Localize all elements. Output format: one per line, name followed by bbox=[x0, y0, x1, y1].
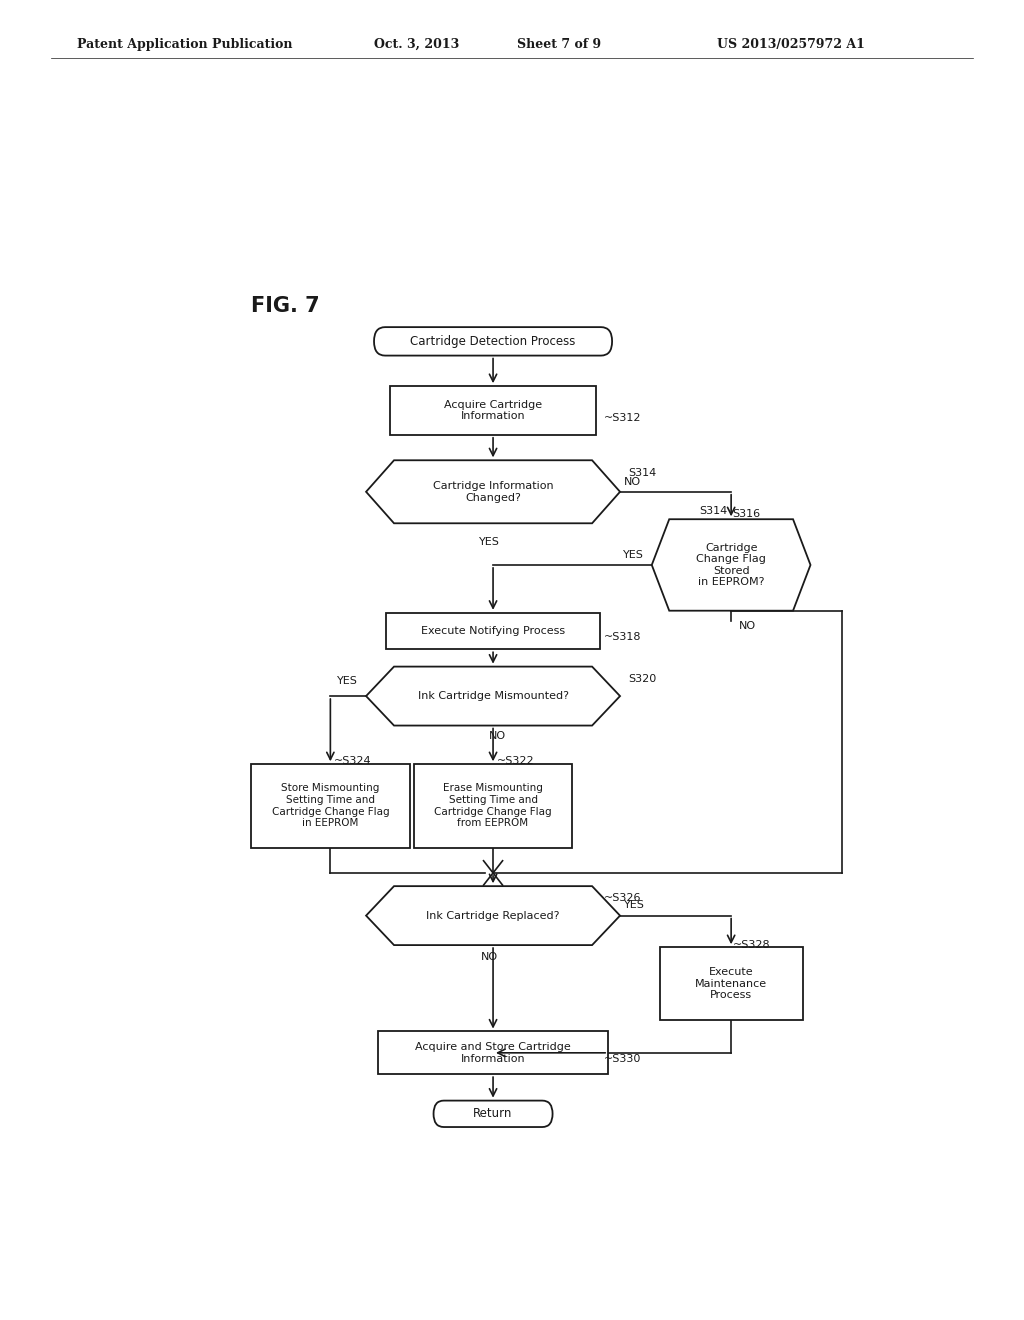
FancyBboxPatch shape bbox=[390, 385, 596, 434]
Text: NO: NO bbox=[739, 620, 756, 631]
Text: S316: S316 bbox=[733, 510, 761, 519]
Text: NO: NO bbox=[488, 731, 506, 741]
Text: YES: YES bbox=[478, 537, 500, 546]
Text: YES: YES bbox=[624, 900, 645, 911]
Text: Acquire Cartridge
Information: Acquire Cartridge Information bbox=[444, 400, 542, 421]
Text: ~S330: ~S330 bbox=[604, 1053, 641, 1064]
FancyBboxPatch shape bbox=[433, 1101, 553, 1127]
Text: Cartridge
Change Flag
Stored
in EEPROM?: Cartridge Change Flag Stored in EEPROM? bbox=[696, 543, 766, 587]
FancyBboxPatch shape bbox=[374, 327, 612, 355]
Text: NO: NO bbox=[480, 952, 498, 962]
Text: FIG. 7: FIG. 7 bbox=[251, 296, 319, 315]
Text: Cartridge Detection Process: Cartridge Detection Process bbox=[411, 335, 575, 348]
Polygon shape bbox=[367, 667, 620, 726]
Text: Acquire and Store Cartridge
Information: Acquire and Store Cartridge Information bbox=[415, 1041, 571, 1064]
Text: Store Mismounting
Setting Time and
Cartridge Change Flag
in EEPROM: Store Mismounting Setting Time and Cartr… bbox=[271, 784, 389, 828]
Text: ~S328: ~S328 bbox=[733, 940, 770, 950]
Text: Ink Cartridge Mismounted?: Ink Cartridge Mismounted? bbox=[418, 692, 568, 701]
Text: Return: Return bbox=[473, 1107, 513, 1121]
Text: ~S324: ~S324 bbox=[334, 756, 372, 766]
Text: Cartridge Information
Changed?: Cartridge Information Changed? bbox=[433, 480, 553, 503]
FancyBboxPatch shape bbox=[386, 612, 600, 649]
Text: S320: S320 bbox=[628, 673, 656, 684]
Text: US 2013/0257972 A1: US 2013/0257972 A1 bbox=[717, 37, 864, 50]
FancyBboxPatch shape bbox=[414, 764, 572, 847]
Text: YES: YES bbox=[623, 550, 644, 560]
Text: Execute
Maintenance
Process: Execute Maintenance Process bbox=[695, 968, 767, 1001]
FancyBboxPatch shape bbox=[659, 948, 803, 1020]
Text: YES: YES bbox=[337, 676, 358, 686]
Text: ~S326: ~S326 bbox=[604, 894, 642, 903]
Text: Erase Mismounting
Setting Time and
Cartridge Change Flag
from EEPROM: Erase Mismounting Setting Time and Cartr… bbox=[434, 784, 552, 828]
Text: Oct. 3, 2013: Oct. 3, 2013 bbox=[374, 37, 459, 50]
Text: Sheet 7 of 9: Sheet 7 of 9 bbox=[517, 37, 601, 50]
Text: NO: NO bbox=[624, 477, 641, 487]
Polygon shape bbox=[367, 461, 620, 523]
Text: S314: S314 bbox=[699, 506, 727, 516]
Text: ~S322: ~S322 bbox=[497, 756, 535, 766]
FancyBboxPatch shape bbox=[251, 764, 410, 847]
Text: Ink Cartridge Replaced?: Ink Cartridge Replaced? bbox=[426, 911, 560, 920]
Text: Patent Application Publication: Patent Application Publication bbox=[77, 37, 292, 50]
Text: S314: S314 bbox=[628, 469, 656, 478]
Polygon shape bbox=[652, 519, 811, 611]
Text: ~S318: ~S318 bbox=[604, 632, 642, 642]
Polygon shape bbox=[367, 886, 620, 945]
FancyBboxPatch shape bbox=[378, 1031, 608, 1074]
Text: Execute Notifying Process: Execute Notifying Process bbox=[421, 626, 565, 636]
Text: ~S312: ~S312 bbox=[604, 413, 642, 422]
